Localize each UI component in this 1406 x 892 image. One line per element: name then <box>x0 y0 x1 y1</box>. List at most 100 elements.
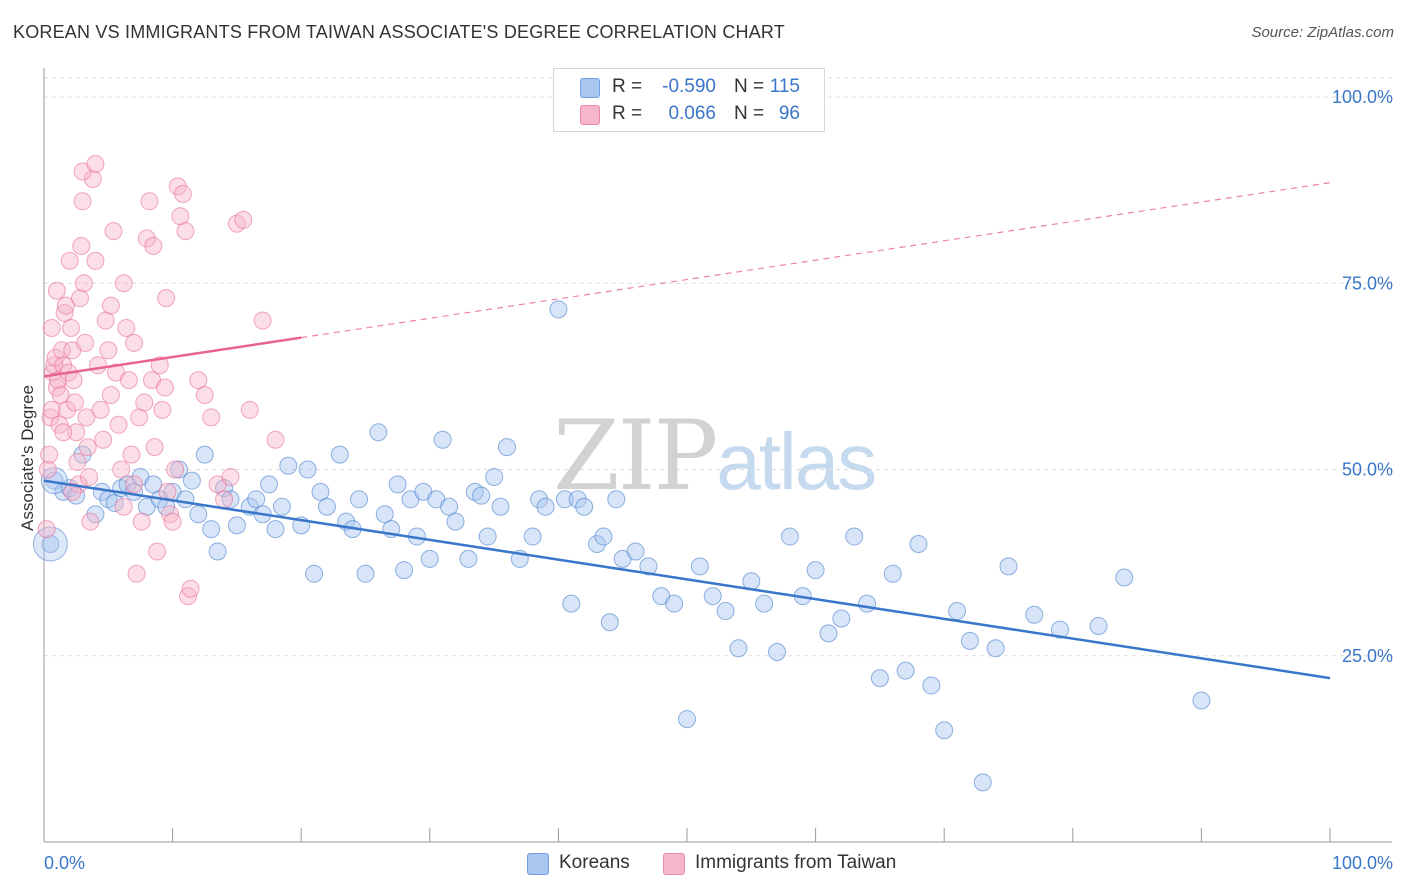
data-point <box>51 386 70 404</box>
data-point <box>755 594 774 613</box>
data-point <box>478 527 497 546</box>
data-point <box>64 371 83 390</box>
data-point <box>140 192 159 211</box>
data-point <box>65 393 84 412</box>
data-point <box>665 594 684 613</box>
data-point <box>189 505 208 524</box>
source-label: Source: ZipAtlas.com <box>1251 24 1394 41</box>
stats-row-taiwan: R = 0.066 N = 96 <box>554 100 824 128</box>
data-point <box>260 475 279 494</box>
data-point <box>356 564 375 583</box>
data-point <box>101 386 120 404</box>
data-point <box>122 445 141 464</box>
data-point <box>170 460 189 479</box>
data-point <box>1192 691 1211 710</box>
data-point <box>472 486 491 505</box>
stats-r-value: -0.590 <box>662 76 716 97</box>
grid <box>44 77 1392 657</box>
data-point <box>523 527 542 546</box>
trend-line-taiwan-dashed <box>301 182 1331 339</box>
trend-line-koreans <box>43 479 1331 680</box>
data-point <box>144 237 163 255</box>
data-point <box>83 169 102 188</box>
data-point <box>71 289 90 308</box>
data-point <box>768 643 787 662</box>
data-point <box>247 490 266 509</box>
data-point <box>909 535 928 553</box>
data-point <box>433 430 452 449</box>
data-point <box>42 400 61 419</box>
data-point <box>607 490 626 509</box>
data-point <box>575 497 594 516</box>
data-point <box>491 497 510 516</box>
data-point <box>485 467 504 486</box>
data-point <box>369 423 388 442</box>
stats-swatch-koreans <box>580 78 600 98</box>
series-taiwan <box>37 155 285 606</box>
data-point <box>132 512 151 531</box>
data-point <box>58 400 77 419</box>
data-point <box>86 155 105 174</box>
data-point <box>68 453 87 472</box>
data-point <box>137 229 156 248</box>
data-point <box>91 400 110 419</box>
x-tick-label: 0.0% <box>44 853 85 873</box>
stats-swatch-taiwan <box>580 105 600 125</box>
axes <box>43 68 1392 843</box>
legend-label-taiwan: Immigrants from Taiwan <box>695 852 897 873</box>
data-point <box>350 490 369 509</box>
data-point <box>42 318 61 337</box>
data-point <box>78 438 97 457</box>
data-point <box>150 356 169 375</box>
data-point <box>395 561 414 580</box>
data-point <box>202 408 221 427</box>
data-point <box>305 564 324 583</box>
data-point <box>234 210 253 229</box>
data-point <box>227 516 246 535</box>
data-point <box>40 445 59 464</box>
data-point <box>208 542 227 561</box>
stats-box: R = -0.590 N = 115 R = 0.066 N = 96 <box>553 68 825 132</box>
data-point <box>62 318 81 337</box>
chart-title: KOREAN VS IMMIGRANTS FROM TAIWAN ASSOCIA… <box>13 22 785 42</box>
watermark: ZIPatlas <box>553 400 877 512</box>
data-point <box>330 445 349 464</box>
data-point <box>67 423 86 442</box>
data-point <box>155 378 174 397</box>
data-point <box>119 371 138 390</box>
data-point <box>948 602 967 621</box>
data-point <box>600 613 619 632</box>
data-point <box>195 386 214 404</box>
data-point <box>986 639 1005 658</box>
trend-line-taiwan-solid <box>43 336 302 378</box>
data-point <box>80 467 99 486</box>
data-point <box>497 438 516 457</box>
data-point <box>678 710 696 729</box>
stats-n-value: 96 <box>778 103 800 124</box>
data-point <box>716 602 735 621</box>
data-point <box>74 274 93 293</box>
data-point <box>690 557 709 576</box>
data-point <box>999 557 1018 576</box>
data-point <box>181 579 200 598</box>
data-point <box>626 542 645 561</box>
data-point <box>446 512 465 531</box>
data-point <box>819 624 838 643</box>
legend-label-koreans: Koreans <box>559 852 630 873</box>
data-point <box>37 520 56 539</box>
legend: Koreans Immigrants from Taiwan <box>0 850 1406 878</box>
data-point <box>41 408 60 427</box>
data-point <box>202 520 221 539</box>
data-point <box>153 400 172 419</box>
data-point <box>189 371 208 390</box>
data-point <box>125 475 144 494</box>
y-tick-label: 75.0% <box>1342 273 1393 293</box>
data-point <box>587 535 606 553</box>
data-point <box>568 490 587 509</box>
data-point <box>806 561 825 580</box>
data-point <box>266 520 285 539</box>
data-point <box>845 527 864 546</box>
stats-r-label: R = <box>612 103 643 124</box>
data-point <box>440 497 459 516</box>
